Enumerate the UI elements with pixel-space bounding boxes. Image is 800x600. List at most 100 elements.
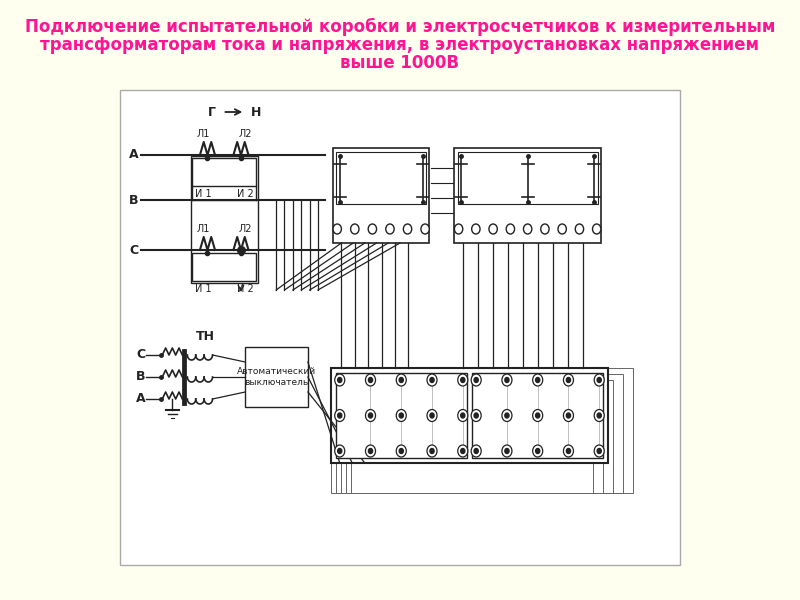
Circle shape <box>399 377 403 383</box>
Circle shape <box>334 409 345 421</box>
Bar <box>331 368 607 463</box>
Circle shape <box>427 409 437 421</box>
Circle shape <box>505 377 509 383</box>
Bar <box>336 374 622 493</box>
Bar <box>333 148 430 243</box>
Circle shape <box>421 224 430 234</box>
Text: H: H <box>251 106 262 118</box>
Circle shape <box>396 409 406 421</box>
Circle shape <box>366 445 375 457</box>
Text: Л2: Л2 <box>238 129 252 139</box>
Circle shape <box>533 409 542 421</box>
Bar <box>336 152 426 204</box>
Bar <box>342 380 613 493</box>
Circle shape <box>563 409 574 421</box>
Bar <box>314 388 624 507</box>
Circle shape <box>366 409 375 421</box>
Circle shape <box>458 409 468 421</box>
Circle shape <box>523 224 532 234</box>
Circle shape <box>533 445 542 457</box>
Circle shape <box>458 374 468 386</box>
Bar <box>335 373 467 458</box>
Bar <box>346 386 602 493</box>
Text: Подключение испытательной коробки и электросчетчиков к измерительным: Подключение испытательной коробки и элек… <box>25 18 775 36</box>
Circle shape <box>334 374 345 386</box>
Circle shape <box>430 413 434 418</box>
Text: Л1: Л1 <box>197 129 210 139</box>
Bar <box>458 152 598 204</box>
Text: ТН: ТН <box>196 330 215 343</box>
Bar <box>454 148 601 243</box>
Circle shape <box>430 449 434 454</box>
Text: Л2: Л2 <box>238 224 252 234</box>
Circle shape <box>461 413 465 418</box>
Circle shape <box>502 409 512 421</box>
Circle shape <box>334 445 345 457</box>
Circle shape <box>396 374 406 386</box>
Circle shape <box>369 413 373 418</box>
Bar <box>323 378 616 485</box>
Circle shape <box>403 224 412 234</box>
Text: И 1: И 1 <box>195 189 212 199</box>
Circle shape <box>427 445 437 457</box>
Circle shape <box>563 445 574 457</box>
Circle shape <box>338 377 342 383</box>
Text: И 2: И 2 <box>237 284 254 294</box>
Circle shape <box>505 413 509 418</box>
Circle shape <box>461 449 465 454</box>
Circle shape <box>535 377 540 383</box>
Text: Л1: Л1 <box>197 224 210 234</box>
Circle shape <box>575 224 584 234</box>
Bar <box>193 158 256 186</box>
Circle shape <box>338 449 342 454</box>
Circle shape <box>369 377 373 383</box>
Bar <box>310 393 629 518</box>
Bar <box>327 373 612 474</box>
Text: И 1: И 1 <box>195 284 212 294</box>
Text: И 2: И 2 <box>237 189 254 199</box>
Circle shape <box>566 377 570 383</box>
Text: A: A <box>129 148 138 161</box>
Text: B: B <box>129 193 138 206</box>
Circle shape <box>558 224 566 234</box>
Circle shape <box>427 374 437 386</box>
Text: C: C <box>130 244 138 257</box>
Circle shape <box>489 224 498 234</box>
Circle shape <box>338 413 342 418</box>
Circle shape <box>594 445 604 457</box>
Circle shape <box>471 374 481 386</box>
Circle shape <box>533 374 542 386</box>
Bar <box>331 368 633 493</box>
Bar <box>190 156 258 283</box>
Circle shape <box>461 377 465 383</box>
Text: Автоматический
выключатель: Автоматический выключатель <box>237 367 316 386</box>
Circle shape <box>597 413 602 418</box>
Bar <box>245 347 308 407</box>
Circle shape <box>566 449 570 454</box>
Circle shape <box>505 449 509 454</box>
Circle shape <box>333 224 342 234</box>
Circle shape <box>535 449 540 454</box>
Circle shape <box>399 413 403 418</box>
Circle shape <box>563 374 574 386</box>
Text: A: A <box>136 392 146 406</box>
Text: C: C <box>136 349 145 361</box>
Circle shape <box>368 224 377 234</box>
Text: B: B <box>136 370 146 383</box>
Circle shape <box>597 449 602 454</box>
Bar <box>472 373 603 458</box>
Bar <box>119 90 681 565</box>
Circle shape <box>506 224 514 234</box>
Circle shape <box>430 377 434 383</box>
Circle shape <box>541 224 549 234</box>
Text: Г: Г <box>208 106 216 118</box>
Circle shape <box>399 449 403 454</box>
Circle shape <box>458 445 468 457</box>
Bar <box>319 383 620 496</box>
Circle shape <box>454 224 462 234</box>
Text: выше 1000В: выше 1000В <box>341 54 459 72</box>
Circle shape <box>472 224 480 234</box>
Circle shape <box>366 374 375 386</box>
Circle shape <box>594 409 604 421</box>
Bar <box>351 392 593 493</box>
